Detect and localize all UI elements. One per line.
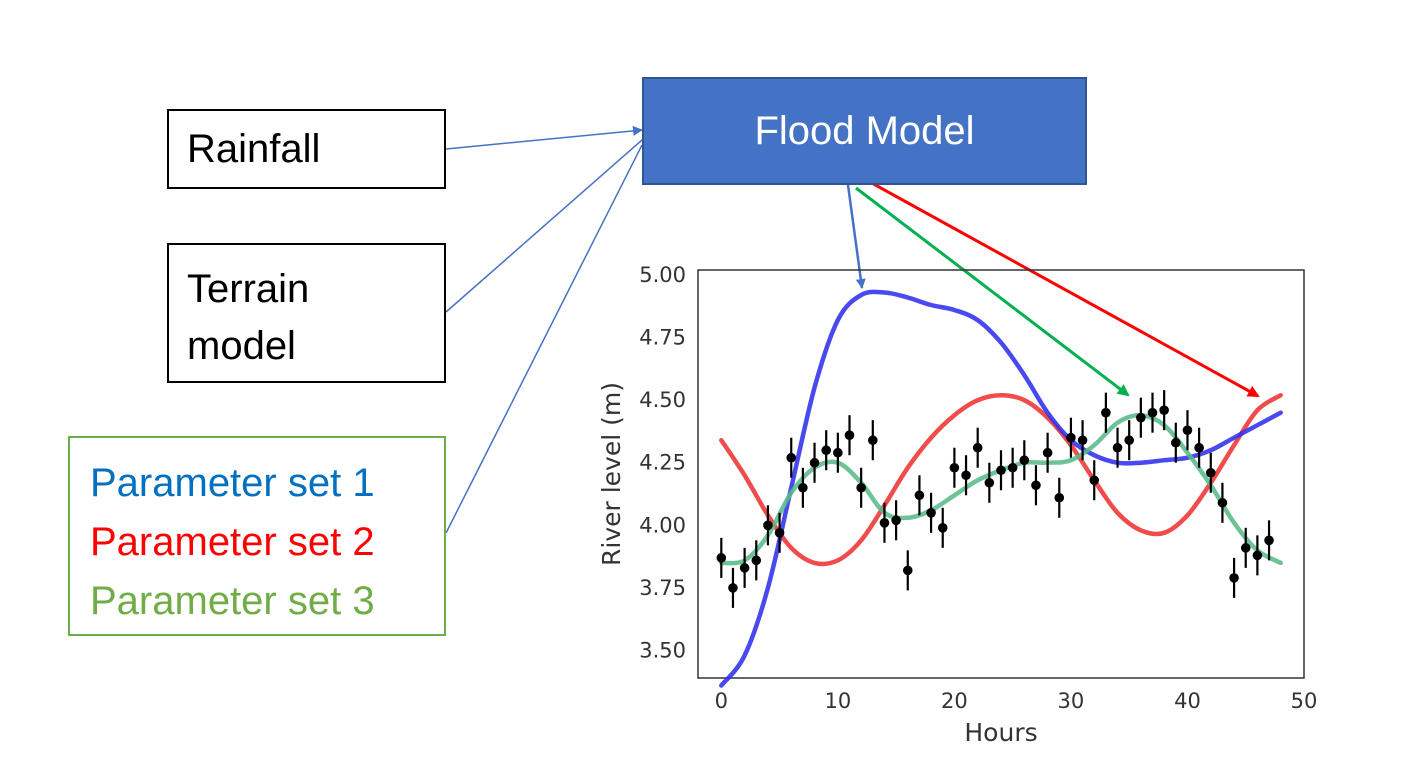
observation-point: [1112, 442, 1123, 453]
terrain-connector-line: [445, 139, 643, 313]
observation-point: [1159, 405, 1169, 415]
observation-point: [833, 447, 843, 458]
y-tick-label: 3.75: [639, 576, 686, 600]
terrain-model-box: Terrain model: [167, 243, 446, 383]
observation-point: [879, 518, 890, 528]
observation-point: [739, 563, 750, 573]
model-to-set1-arrow: [846, 184, 866, 289]
x-tick-label: 30: [1058, 689, 1085, 713]
y-tick-label: 5.00: [639, 263, 686, 287]
observation-point: [1042, 447, 1053, 458]
x-tick-label: 0: [715, 689, 728, 713]
observation-point: [996, 465, 1006, 476]
y-tick-labels: 3.50 3.75 4.00 4.25 4.50 4.75 5.00: [639, 263, 686, 662]
observation-point: [716, 553, 727, 563]
observation-point: [1205, 467, 1216, 478]
observation-point: [1264, 535, 1274, 546]
observation-point: [891, 515, 901, 526]
observation-point: [1031, 480, 1041, 491]
terrain-label-line1: Terrain: [187, 267, 310, 311]
observation-point: [1019, 455, 1030, 466]
observation-point: [1066, 432, 1076, 443]
x-tick-label: 40: [1174, 689, 1201, 713]
rainfall-box: Rainfall: [167, 109, 446, 189]
river-level-chart: 0 10 20 30 40 50 3.50 3.75 4.00 4.25 4.50 4.75 5.00…: [597, 263, 1317, 747]
observation-point: [972, 442, 983, 453]
observations-layer: [716, 390, 1274, 608]
x-tick-labels: 0 10 20 30 40 50: [715, 689, 1318, 713]
parameter-sets-box: Parameter set 1 Parameter set 2 Paramete…: [68, 436, 446, 636]
observation-point: [1229, 573, 1239, 583]
observation-point: [798, 482, 808, 493]
observation-point: [1007, 462, 1018, 473]
observation-point: [961, 470, 971, 481]
y-tick-label: 4.50: [639, 388, 686, 412]
observation-point: [728, 583, 738, 593]
observation-point: [914, 490, 925, 501]
observation-point: [774, 528, 785, 538]
y-tick-label: 4.25: [639, 451, 686, 475]
terrain-label-line2: model: [187, 324, 296, 368]
series-line-parameter-set-1: [719, 289, 1283, 688]
rainfall-label: Rainfall: [187, 127, 321, 171]
observation-point: [926, 507, 936, 518]
rainfall-connector-arrow: [445, 125, 643, 150]
observation-point: [1240, 543, 1251, 553]
parameter-set-1-label: Parameter set 1: [90, 461, 375, 505]
x-tick-label: 20: [941, 689, 968, 713]
model-to-set2-arrow: [869, 180, 1260, 398]
observation-point: [751, 555, 762, 566]
observation-point: [1089, 475, 1100, 486]
observation-point: [763, 520, 773, 531]
observation-point: [1054, 492, 1065, 503]
plot-frame: [697, 269, 1305, 679]
observation-point: [809, 457, 820, 468]
parameter-set-3-label: Parameter set 3: [90, 579, 375, 623]
observation-point: [902, 565, 913, 576]
observation-point: [937, 523, 948, 533]
series-line-parameter-set-2: [719, 392, 1283, 567]
x-tick-label: 10: [824, 689, 851, 713]
observation-point: [1171, 437, 1181, 448]
flood-model-label: Flood Model: [754, 108, 975, 153]
observation-point: [1194, 442, 1204, 453]
y-tick-label: 4.00: [639, 513, 686, 537]
observation-point: [1101, 407, 1111, 418]
observation-point: [1124, 435, 1134, 446]
observation-point: [984, 477, 995, 488]
flood-model-box: Flood Model: [642, 77, 1087, 185]
observation-point: [1182, 425, 1193, 435]
observation-point: [1147, 407, 1158, 418]
observation-point: [1136, 412, 1146, 423]
observation-point: [949, 462, 960, 473]
observation-point: [1217, 497, 1228, 508]
x-tick-label: 50: [1291, 689, 1318, 713]
y-tick-label: 3.50: [639, 638, 686, 662]
observation-point: [1252, 550, 1263, 561]
parameter-set-2-label: Parameter set 2: [90, 520, 375, 564]
model-to-set3-arrow: [855, 186, 1130, 397]
observation-point: [868, 435, 878, 446]
observation-point: [844, 430, 855, 441]
y-axis-title: River level (m): [597, 382, 626, 566]
y-tick-label: 4.75: [639, 326, 686, 350]
x-axis-title: Hours: [964, 718, 1037, 747]
observation-point: [1077, 435, 1088, 446]
observation-point: [856, 482, 866, 493]
observation-point: [821, 445, 831, 456]
observation-point: [786, 452, 797, 463]
parameters-connector-line: [445, 144, 643, 534]
